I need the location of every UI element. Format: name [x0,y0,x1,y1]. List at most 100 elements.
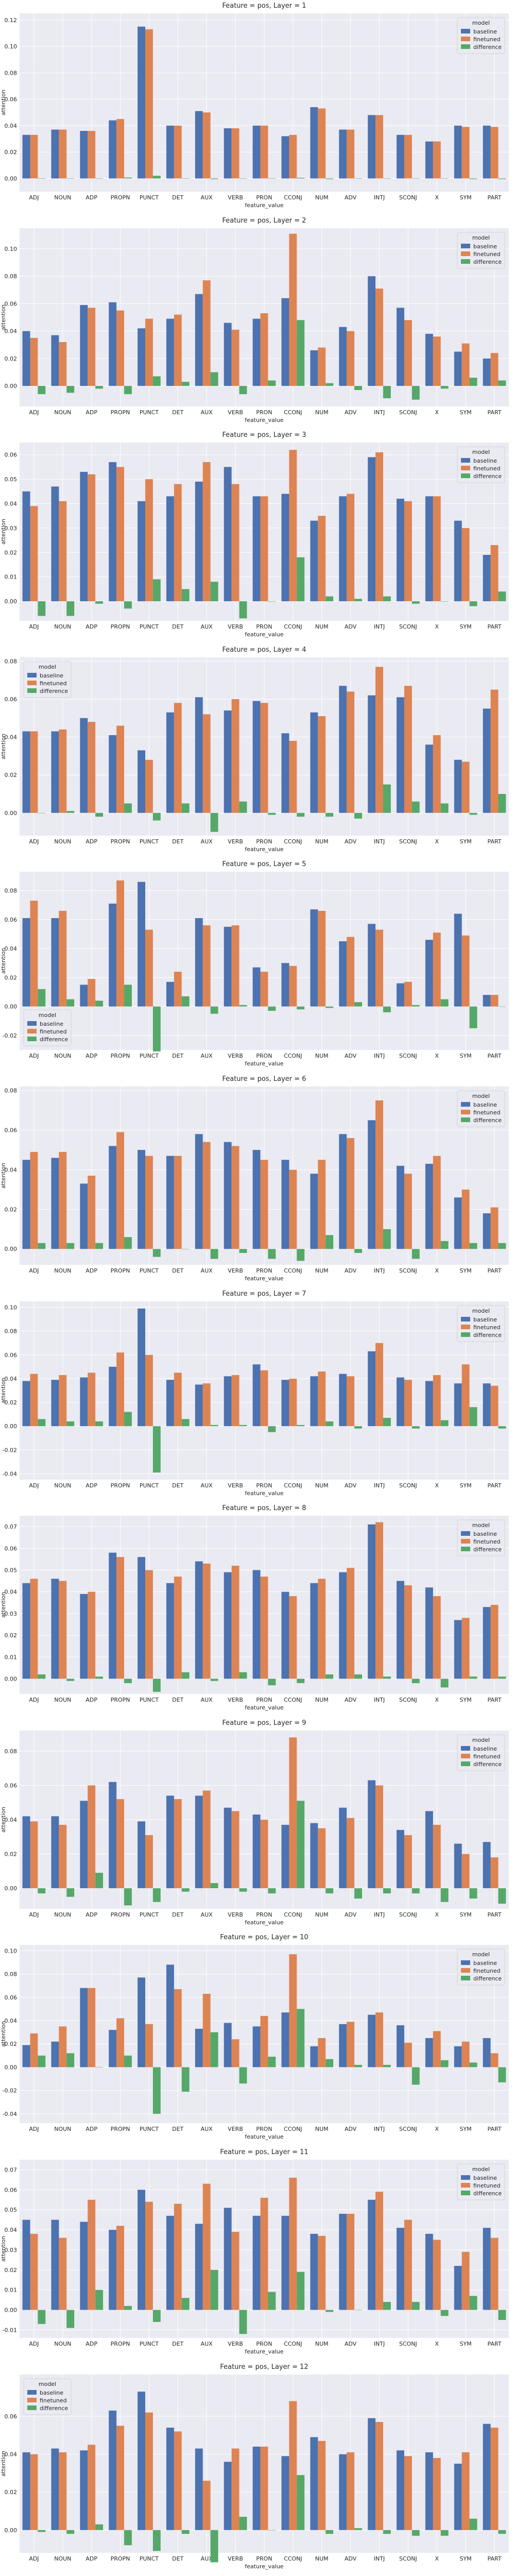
bar-finetuned-pron [260,1577,268,1679]
bar-finetuned-verb [231,2039,239,2067]
bar-difference-adj [38,989,46,1007]
y-tick-label: 0.00 [5,1004,17,1010]
bar-difference-sconj [411,1679,420,1684]
legend-label-baseline: baseline [473,457,497,464]
x-tick-label: INTJ [374,2126,385,2132]
bar-finetuned-adp [88,2444,96,2530]
bar-difference-part [498,1243,506,1249]
y-tick-label: 0.10 [5,1948,17,1955]
legend-label-baseline: baseline [473,1960,497,1967]
y-tick-label: 0.04 [5,2018,17,2024]
x-tick-label: ADJ [29,2341,39,2347]
legend-label-finetuned: finetuned [473,36,501,43]
x-tick-label: SYM [460,1482,472,1489]
x-tick-label: SYM [460,1911,472,1918]
bar-baseline-sym [454,125,462,179]
y-axis-label: attention [0,1807,7,1833]
bar-finetuned-noun [59,1151,67,1249]
x-tick-label: VERB [228,623,243,630]
x-tick-label: ADV [345,2555,357,2562]
y-tick-label: 0.02 [5,549,17,556]
y-tick-label: 0.06 [5,2413,17,2420]
bar-finetuned-x [433,1156,441,1249]
x-tick-label: VERB [228,2555,243,2562]
bar-difference-adp [95,1243,104,1249]
bar-baseline-part [483,125,491,179]
x-tick-label: NOUN [54,1911,71,1918]
bar-difference-noun [66,178,75,179]
y-tick-label: 0.00 [5,1676,17,1683]
bar-finetuned-adv [347,129,355,179]
x-tick-label: PROPN [111,194,130,201]
legend-swatch-difference [27,688,37,693]
bar-difference-noun [66,1421,75,1426]
x-tick-label: VERB [228,838,243,845]
legend-label-finetuned: finetuned [473,1538,501,1545]
x-tick-label: CCONJ [284,194,302,201]
y-tick-label: 0.00 [5,2307,17,2314]
bar-difference-adv [354,2310,362,2311]
x-tick-label: ADV [345,838,357,845]
y-axis-label: attention [0,1163,7,1189]
bar-baseline-part [483,995,491,1007]
y-tick-label: 0.06 [5,300,17,307]
bar-finetuned-intj [375,1343,383,1426]
x-tick-label: NUM [315,1267,329,1274]
bar-finetuned-adp [88,307,96,386]
y-tick-label: 0.07 [5,1523,17,1530]
x-tick-label: DET [172,1267,183,1274]
bar-finetuned-cconj [289,2401,297,2530]
bar-difference-x [440,2530,449,2536]
bar-finetuned-pron [260,496,268,602]
y-axis-label: attention [0,519,7,545]
y-tick-label: 0.06 [5,452,17,459]
x-tick-label: PRON [256,2126,272,2132]
bar-difference-intj [383,2301,391,2310]
bar-difference-sym [469,812,477,815]
bar-finetuned-sym [461,127,470,179]
bar-finetuned-noun [59,2452,67,2530]
x-tick-label: ADV [345,409,357,416]
x-tick-label: SCONJ [399,194,417,201]
y-tick-label: 0.00 [5,383,17,389]
bar-finetuned-verb [231,1375,239,1426]
bar-finetuned-adv [347,1568,355,1679]
x-tick-label: DET [172,2126,183,2132]
y-tick-label: 0.05 [5,476,17,483]
x-tick-label: AUX [201,194,213,201]
x-tick-label: PROPN [111,2341,130,2347]
bar-baseline-verb [224,467,232,602]
legend-label-difference: difference [473,1117,502,1124]
x-tick-label: NUM [315,409,329,416]
y-tick-label: 0.00 [5,2064,17,2071]
legend-label-difference: difference [40,1036,68,1043]
x-tick-label: NOUN [54,2126,71,2132]
bar-baseline-x [425,141,433,179]
bar-difference-adv [354,812,362,819]
x-tick-label: PROPN [111,409,130,416]
bar-difference-intj [383,596,391,602]
bar-baseline-x [425,744,433,813]
bar-finetuned-adv [347,2452,355,2530]
bar-baseline-cconj [281,963,289,1007]
bar-baseline-punct [138,2190,146,2310]
x-tick-label: ADP [85,838,97,845]
bar-difference-sconj [411,1249,420,1259]
bar-difference-part [498,591,506,602]
bar-finetuned-intj [375,452,383,602]
x-tick-label: VERB [228,2126,243,2132]
bar-finetuned-propn [116,880,125,1007]
legend-swatch-baseline [460,28,470,33]
legend-swatch-finetuned [460,1753,470,1758]
legend-swatch-finetuned [460,466,470,471]
x-tick-label: NOUN [54,409,71,416]
bar-difference-sconj [411,178,420,179]
x-tick-label: ADP [85,1482,97,1489]
bar-finetuned-adp [88,1785,96,1888]
bar-baseline-num [310,2436,318,2530]
legend-label-baseline: baseline [40,672,63,679]
bar-baseline-noun [51,918,59,1007]
legend-swatch-difference [460,2190,470,2195]
bar-finetuned-adp [88,1988,96,2067]
